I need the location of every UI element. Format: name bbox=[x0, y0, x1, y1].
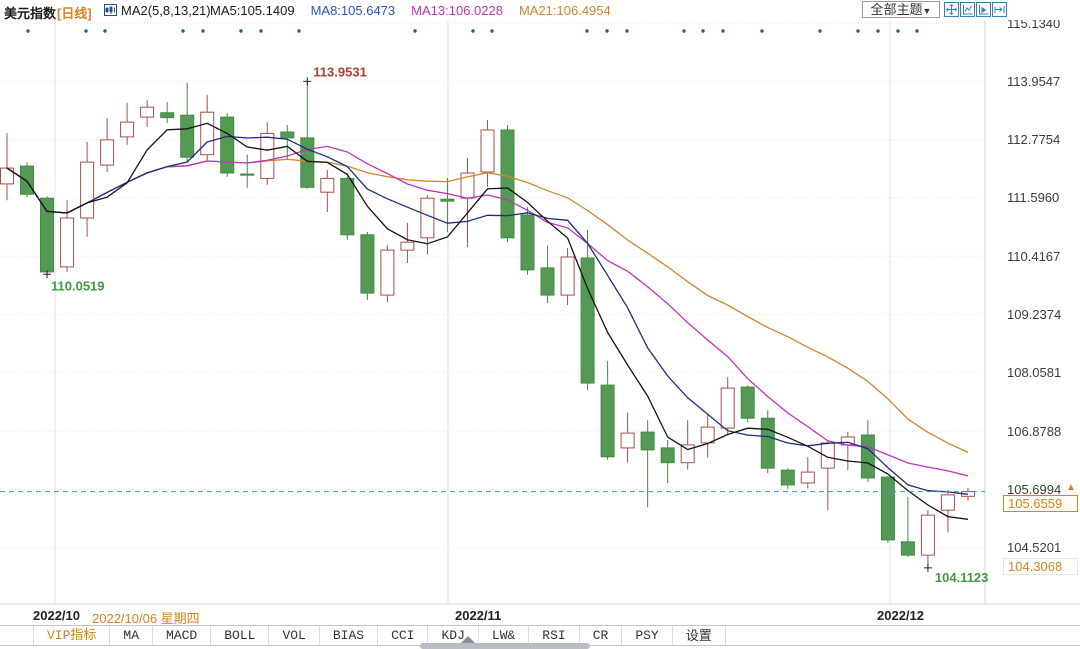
horizontal-scrollbar[interactable] bbox=[420, 643, 590, 649]
indicator-tab-bias[interactable]: BIAS bbox=[320, 626, 379, 645]
indicator-tab-vip[interactable]: VIP指标 bbox=[34, 626, 111, 645]
toolbar-spacer bbox=[0, 626, 34, 645]
indicator-tab-cr[interactable]: CR bbox=[580, 626, 623, 645]
x-axis-label: 2022/11 bbox=[455, 608, 502, 623]
ma-group-label: MA2(5,8,13,21) bbox=[121, 3, 211, 18]
x-axis-label: 2022/12 bbox=[877, 608, 924, 623]
indicator-tab-[interactable]: 设置 bbox=[673, 626, 726, 645]
pan-move-icon[interactable] bbox=[944, 2, 959, 17]
svg-text:110.0519: 110.0519 bbox=[51, 278, 105, 293]
chart-tool-icons bbox=[944, 2, 1007, 17]
candlestick-badge-icon[interactable] bbox=[104, 4, 117, 16]
jump-latest-icon[interactable] bbox=[992, 2, 1007, 17]
ma-legend: MA5:105.1409 MA8:105.6473 MA13:106.0228 MA2… bbox=[210, 3, 627, 18]
chevron-down-icon: ▼ bbox=[922, 6, 932, 16]
ma-legend-value: MA21:106.4954 bbox=[518, 3, 611, 18]
indicator-tab-boll[interactable]: BOLL bbox=[211, 626, 270, 645]
x-axis-label: 2022/10/06 星期四 bbox=[92, 611, 200, 626]
indicator-tab-cci[interactable]: CCI bbox=[378, 626, 429, 645]
chart-header: 美元指数 [日线] MA2(5,8,13,21) MA5:105.1409 MA8… bbox=[0, 0, 1080, 21]
symbol-name: 美元指数 bbox=[4, 6, 57, 21]
zoom-x-axis-icon[interactable] bbox=[960, 2, 975, 17]
svg-text:104.1123: 104.1123 bbox=[935, 570, 989, 585]
event-dots[interactable] bbox=[26, 29, 919, 33]
indicator-tab-macd[interactable]: MACD bbox=[153, 626, 212, 645]
theme-select-button[interactable]: 全部主题▼ bbox=[862, 1, 940, 18]
indicator-tab-rsi[interactable]: RSI bbox=[529, 626, 580, 645]
period-label: [日线] bbox=[57, 6, 92, 21]
indicator-tab-ma[interactable]: MA bbox=[110, 626, 154, 645]
date-axis: 2022/10 2022/10/06 星期四 2022/11 2022/12 bbox=[0, 605, 1080, 626]
indicator-tab-kdj[interactable]: KDJ bbox=[428, 626, 479, 645]
svg-text:113.9531: 113.9531 bbox=[313, 64, 367, 79]
indicator-tab-lw[interactable]: LW& bbox=[479, 626, 530, 645]
ma-legend-value: MA13:106.0228 bbox=[411, 3, 503, 18]
x-axis-label: 2022/10 bbox=[33, 608, 80, 623]
scrollbar-grip-icon[interactable] bbox=[460, 636, 476, 644]
indicator-tab-psy[interactable]: PSY bbox=[622, 626, 673, 645]
play-forward-icon[interactable] bbox=[976, 2, 991, 17]
indicator-tab-vol[interactable]: VOL bbox=[269, 626, 320, 645]
ma-legend-value: MA8:105.6473 bbox=[310, 3, 396, 18]
candles bbox=[0, 81, 975, 568]
theme-select-label: 全部主题 bbox=[870, 2, 923, 17]
ma-legend-value: MA5:105.1409 bbox=[210, 3, 295, 18]
